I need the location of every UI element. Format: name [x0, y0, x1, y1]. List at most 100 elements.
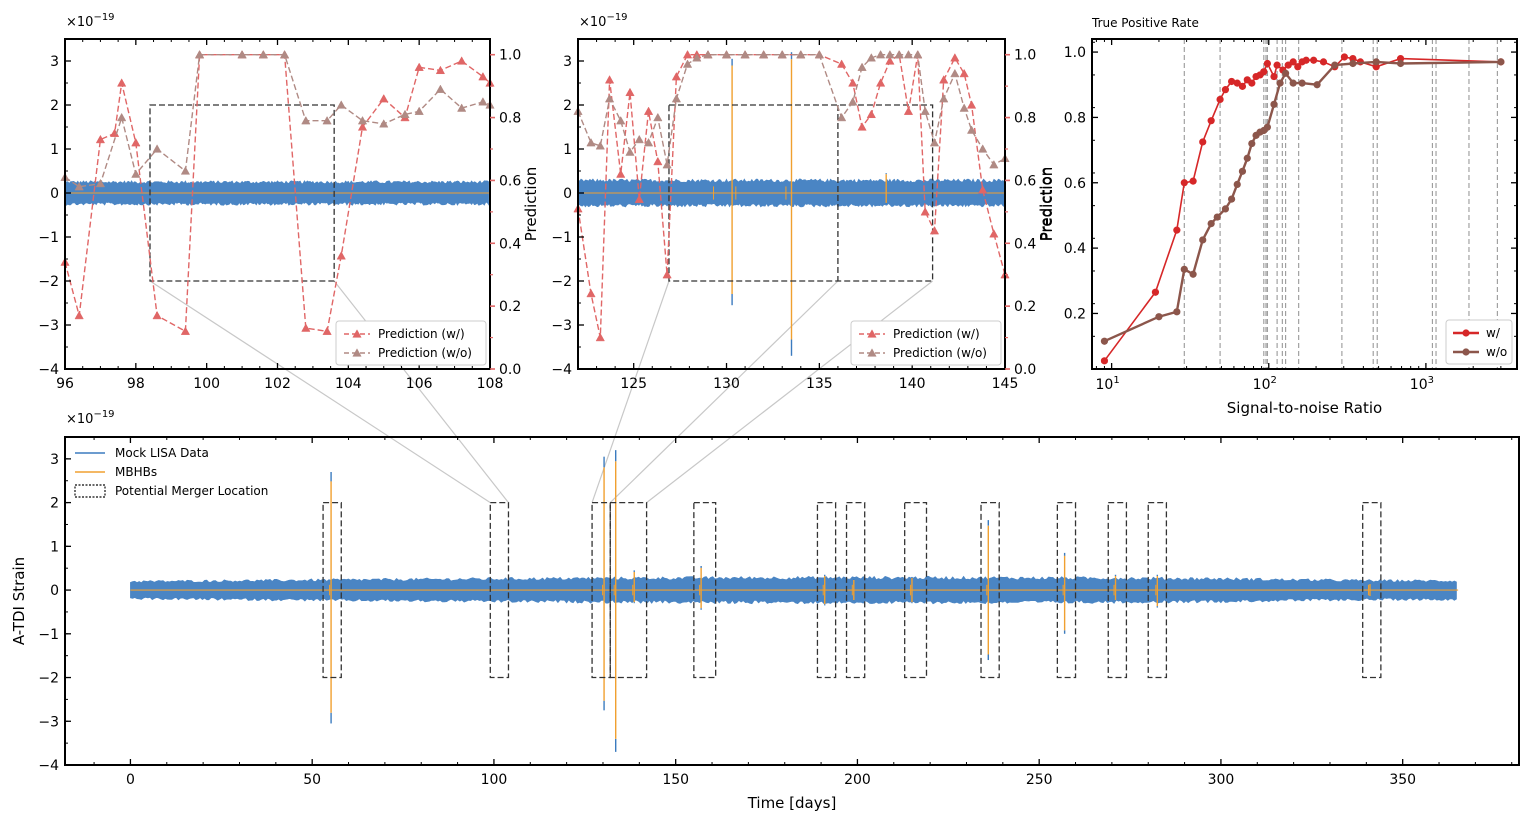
panel-c-series-with-point: [1207, 117, 1215, 125]
panel-main-ytick-label: 1: [50, 539, 59, 555]
panel-a-series-with-point: [379, 93, 389, 103]
panel-b-series-without-point: [595, 141, 605, 150]
panel-main-xtick-label: 100: [481, 772, 508, 788]
panel-b: ×10−19 125 130 135 140 145 −4 −3 −2 −1 0 1 2 3 0.0 0.2…: [551, 12, 1055, 392]
panel-c-series-without-point: [1248, 139, 1256, 148]
panel-c-xtick-label: 103: [1410, 375, 1434, 393]
panel-c-legend-label: w/: [1486, 326, 1501, 340]
panel-a-ytick-right-label: 0.8: [499, 111, 521, 127]
panel-b-series-without-point: [920, 106, 930, 115]
panel-b-series-without-point: [894, 49, 904, 59]
panel-b-series-with-point: [966, 100, 977, 109]
panel-c-xtick-label: 101: [1096, 375, 1120, 393]
panel-c-series-without-line: [1103, 60, 1501, 343]
panel-main-ytick-label: 2: [50, 496, 59, 512]
panel-main-merger-box: [1147, 501, 1168, 679]
panel-a-xtick-label: 100: [193, 376, 220, 392]
panel-a-series-without-point: [180, 166, 191, 175]
panel-a-series-with-point: [117, 78, 127, 87]
panel-b-series-without-point: [848, 97, 858, 106]
panel-a-xtick-label: 98: [127, 376, 145, 392]
panel-b-series-with-point: [989, 229, 999, 238]
panel-c-series-with-point: [1294, 63, 1302, 71]
panel-b-series-with-point: [875, 78, 886, 87]
panel-a-ylabel-right: Prediction: [522, 167, 540, 242]
panel-c-series-without-point: [1180, 265, 1188, 273]
panel-a-series-with-point: [95, 134, 106, 144]
panel-c-series-without-point: [1263, 123, 1271, 131]
panel-c-series-with-point: [1151, 288, 1160, 296]
panel-c-series-with-point: [1238, 82, 1247, 90]
panel-b-series-without-point: [634, 134, 644, 144]
panel-c-ytick-label: 0.2: [1064, 306, 1086, 322]
panel-main-merger-box: [322, 501, 342, 679]
panel-a-ytick-label: −1: [38, 230, 59, 246]
panel-a-legend-marker: [352, 329, 362, 338]
panel-b-series-without-point: [625, 147, 635, 156]
panel-b-series-without-point: [814, 49, 824, 59]
panel-main-merger-box: [1056, 501, 1077, 679]
panel-a-ytick-label: −4: [38, 362, 59, 378]
panel-b-series-with-point: [857, 122, 867, 131]
panel-c-series-with-point: [1233, 79, 1241, 87]
panel-main-merger-box: [904, 501, 928, 679]
panel-b-series-with-point: [939, 75, 949, 84]
panel-a-legend-box: [335, 320, 487, 366]
panel-c-series-without-point: [1155, 313, 1163, 321]
panel-a-merger-box: [149, 104, 335, 282]
panel-c-series-with-point: [1100, 357, 1109, 365]
panel-b-series-with-point: [653, 156, 663, 166]
panel-a-series-with-point: [478, 71, 488, 81]
panel-c-series-without-point: [1221, 205, 1230, 213]
panel-c-ytick-label: 0.8: [1064, 110, 1086, 126]
panel-b-series-without-point: [885, 49, 895, 59]
panel-b-series-without-point: [682, 59, 693, 68]
panel-b-ytick-right-label: 0.0: [1014, 362, 1036, 378]
panel-a-series-with-point: [180, 326, 191, 335]
panel-b-exponent: ×10−19: [579, 12, 628, 30]
zoom-connector-line: [333, 280, 509, 503]
panel-c-series-with-point: [1340, 53, 1349, 61]
panel-a-xtick-label: 104: [335, 376, 362, 392]
panel-a-series-without-point: [457, 103, 467, 112]
panel-main-xtick-label: 350: [1389, 772, 1416, 788]
panel-main-xtick-label: 200: [844, 772, 871, 788]
panel-b-xtick-label: 145: [992, 376, 1019, 392]
panel-b-series-without-point: [913, 49, 923, 59]
panel-main-ytick-label: −1: [38, 627, 59, 643]
panel-a-ytick-right-label: 1.0: [499, 48, 521, 64]
panel-b-ytick-label: −4: [551, 362, 572, 378]
panel-c-legend-label: w/o: [1486, 345, 1507, 359]
panel-a-ytick-label: −3: [38, 318, 59, 334]
panel-b-ytick-right-label: 1.0: [1014, 48, 1036, 64]
panel-c-series-without-point: [1100, 337, 1109, 345]
panel-b-series-without-point: [950, 68, 960, 78]
panel-c-series-without-point: [1349, 59, 1357, 68]
panel-c-series-without-point: [1233, 180, 1241, 188]
panel-b-series-with-point: [903, 106, 914, 115]
panel-a-series-without-point: [95, 178, 106, 188]
panel-a-legend-label: Prediction (w/): [378, 327, 465, 341]
panel-b-ytick-right-label: 0.4: [1014, 236, 1036, 252]
panel-a-series-without-point: [322, 115, 332, 125]
panel-a-ytick-label: −2: [38, 274, 59, 290]
panel-b-series-without-point: [653, 112, 663, 122]
panel-b-legend-marker: [867, 348, 877, 357]
panel-b-xtick-label: 130: [713, 376, 740, 392]
panel-a-ytick-label: 2: [50, 98, 59, 114]
panel-a-series-without-point: [74, 181, 84, 191]
panel-c-series-without-point: [1289, 79, 1297, 87]
panel-c-ytick-label: 0.6: [1064, 176, 1086, 192]
panel-main-merger-box: [1107, 501, 1128, 679]
panel-b-series-with-point: [885, 56, 895, 65]
panel-a-series-without-point: [237, 49, 247, 59]
panel-a-series-with-point: [301, 323, 311, 332]
panel-c-series-with-point: [1216, 95, 1224, 104]
panel-a-ytick-right-label: 0.0: [499, 362, 521, 378]
panel-main: ×10−19 0 50 100 150 200 250 300 350 −4 −3 −2 −1 0 1 2 3…: [10, 409, 1520, 812]
panel-a-series-with-point: [414, 62, 424, 71]
panel-main-merger-box: [693, 501, 717, 679]
panel-main-xlabel: Time [days]: [747, 794, 837, 812]
panel-b-series-with-point: [978, 185, 988, 194]
panel-b-series-with-point: [634, 194, 644, 203]
